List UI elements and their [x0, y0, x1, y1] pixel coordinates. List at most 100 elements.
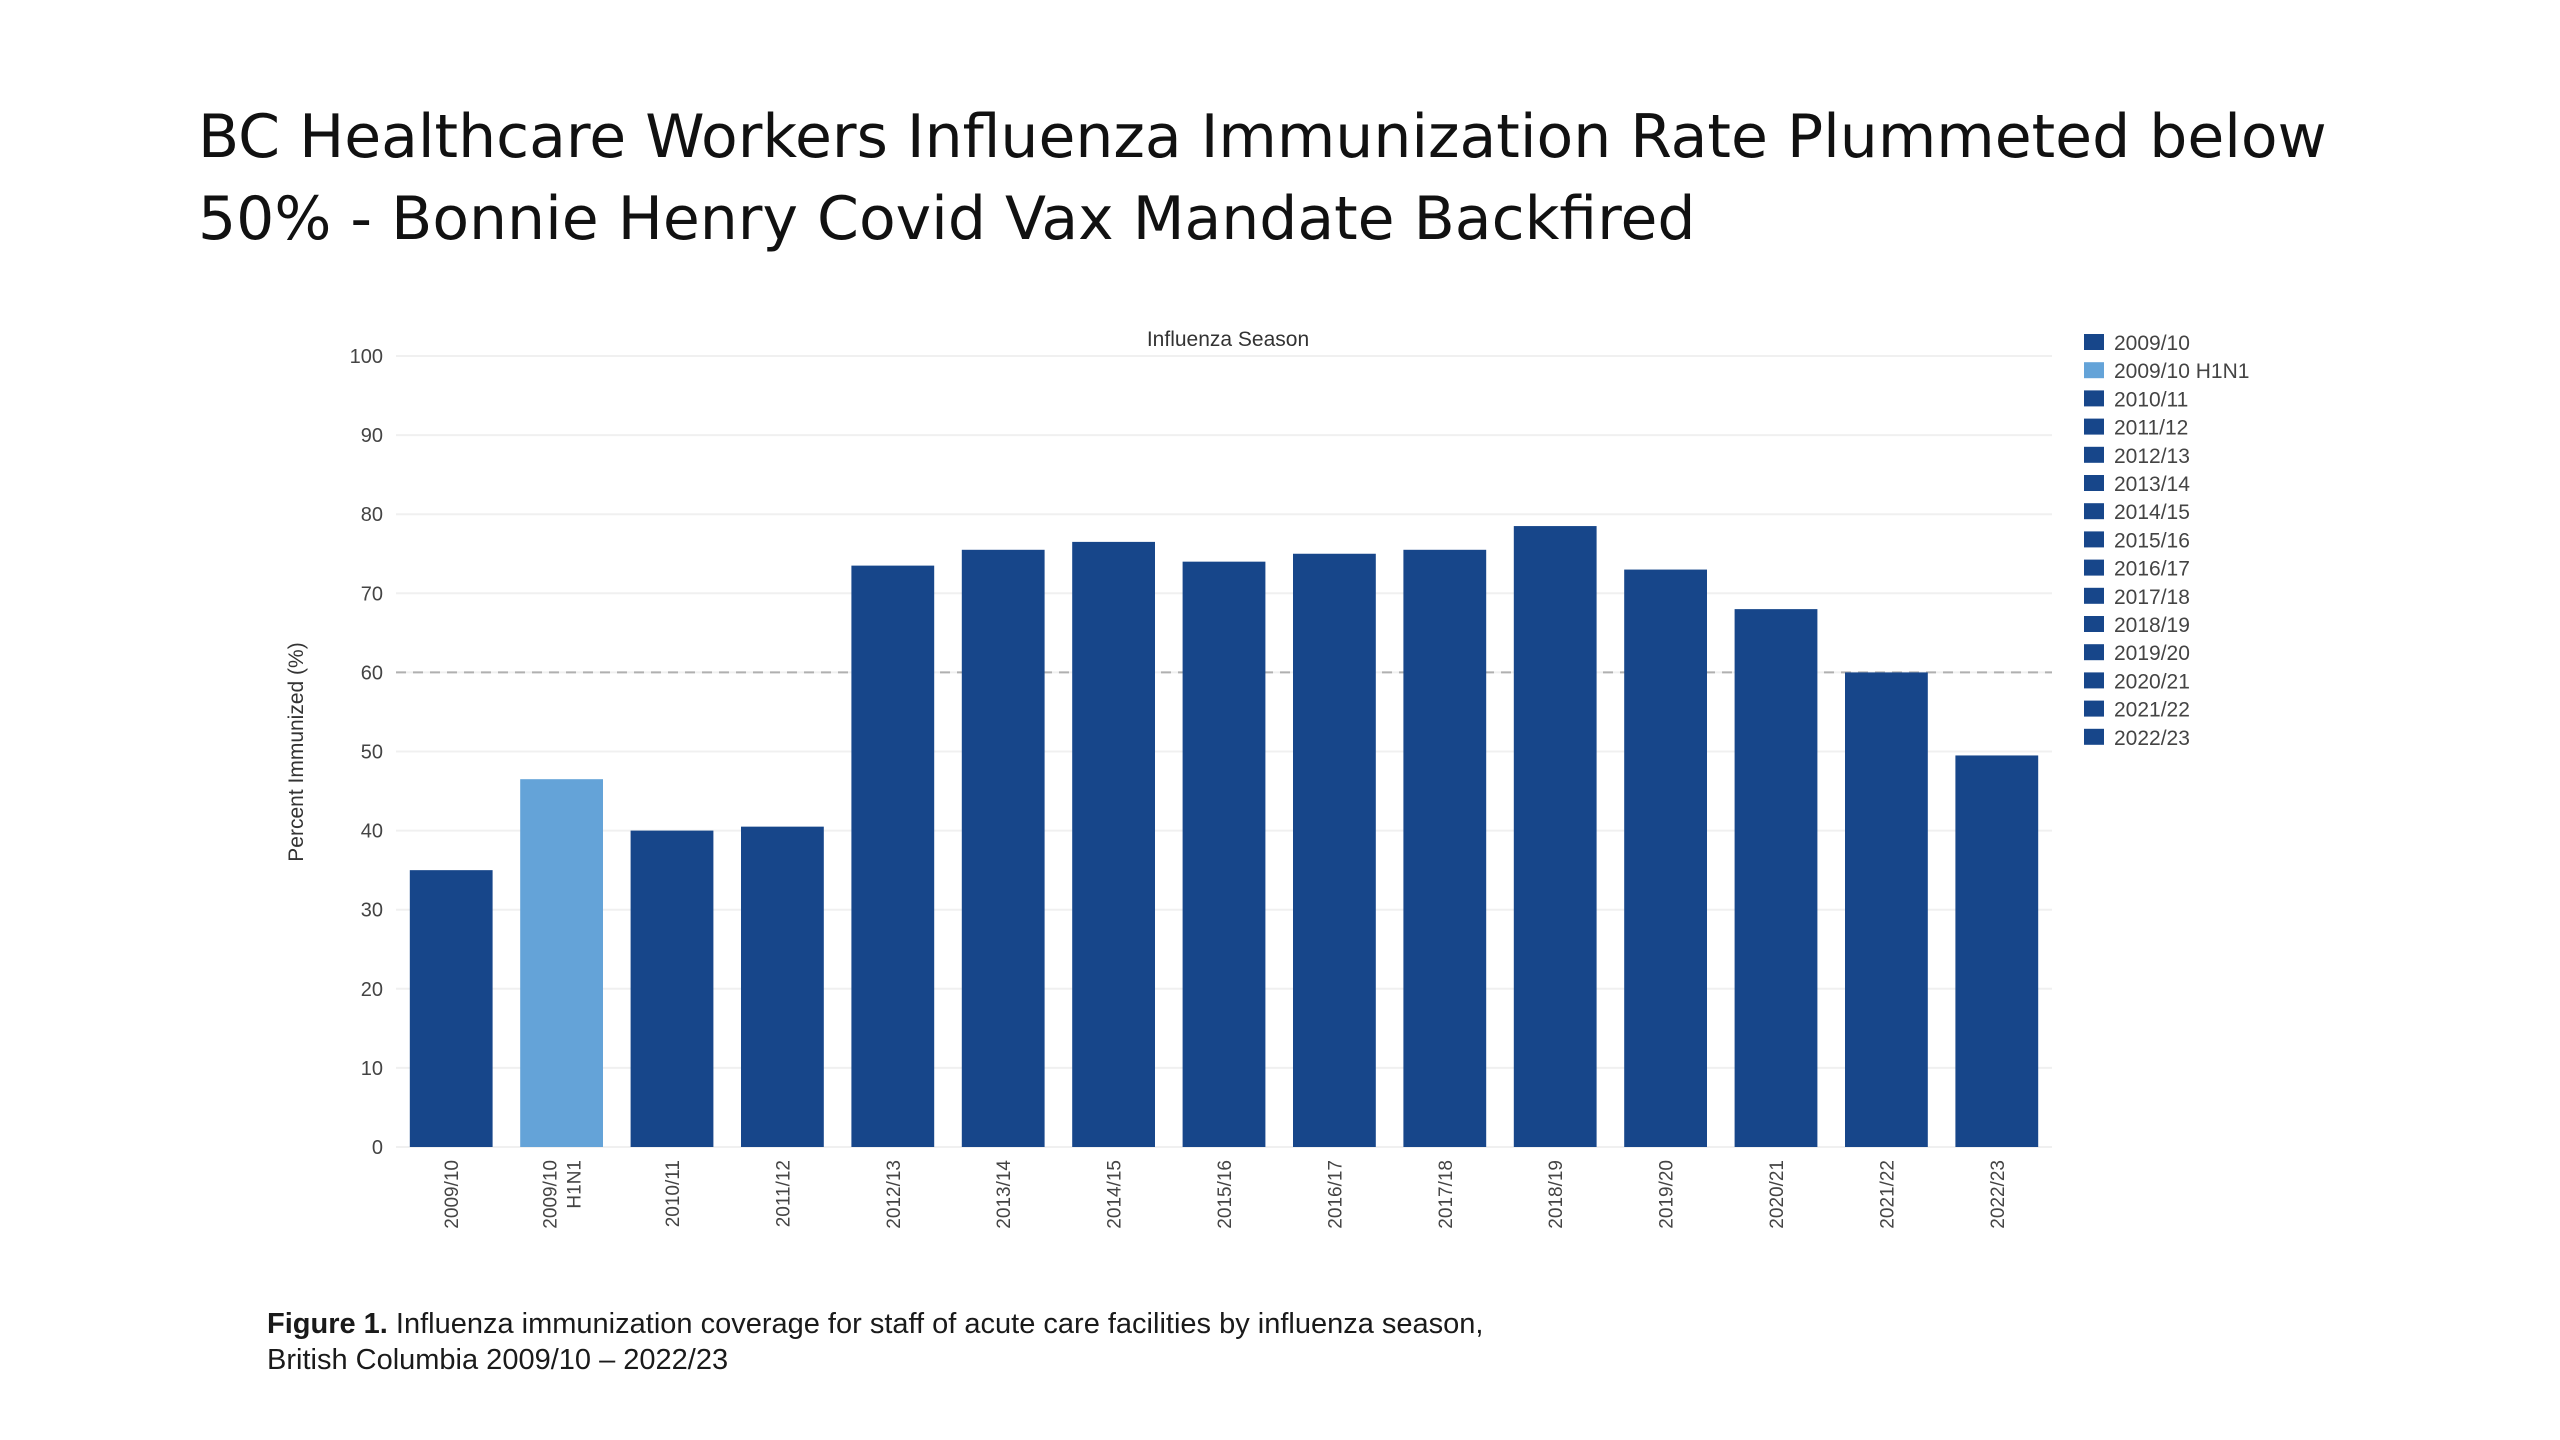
legend-label: 2019/20: [2114, 642, 2190, 665]
legend-label: 2011/12: [2114, 417, 2188, 440]
legend-swatch: [2084, 559, 2104, 576]
svg-text:2019/20: 2019/20: [1657, 1160, 1678, 1229]
legend-item: 2017/18: [2084, 586, 2190, 609]
svg-text:2010/11: 2010/11: [663, 1160, 684, 1227]
legend-item: 2016/17: [2084, 558, 2190, 581]
svg-text:2016/17: 2016/17: [1325, 1160, 1346, 1229]
bar-2011-12: [741, 826, 824, 1147]
y-tick-label: 70: [361, 583, 383, 605]
legend-label: 2016/17: [2114, 558, 2190, 581]
x-tick-label: 2014/15: [1105, 1160, 1126, 1229]
legend-item: 2011/12: [2084, 417, 2188, 440]
x-axis-ticks: 2009/10 2009/10 H1N1 2010/11 2011/12 2012/13 2…: [442, 1160, 2009, 1229]
svg-text:2013/14: 2013/14: [994, 1160, 1015, 1229]
legend-swatch: [2084, 390, 2104, 407]
legend-swatch: [2084, 531, 2104, 548]
slide-title-line-2: 50% - Bonnie Henry Covid Vax Mandate Bac…: [198, 184, 1696, 254]
y-axis-title: Percent Immunized (%): [285, 642, 308, 861]
y-tick-label: 10: [361, 1058, 383, 1080]
y-axis-ticks: 0 10 20 30 40 50 60 70 80 90 100: [350, 346, 383, 1159]
y-tick-label: 30: [361, 900, 383, 922]
legend-swatch: [2084, 616, 2104, 632]
legend-item: 2012/13: [2084, 445, 2190, 468]
chart-title: Influenza Season: [1147, 328, 1309, 351]
bar-2018-19: [1513, 526, 1597, 1147]
x-tick-label: 2009/10 H1N1: [541, 1160, 586, 1229]
legend-swatch: [2084, 446, 2104, 463]
legend-swatch: [2084, 475, 2104, 491]
svg-text:2021/22: 2021/22: [1877, 1160, 1898, 1229]
legend-item: 2021/22: [2084, 699, 2190, 722]
x-tick-label: 2012/13: [884, 1160, 905, 1229]
svg-text:2011/12: 2011/12: [773, 1160, 794, 1227]
x-tick-label: 2017/18: [1436, 1160, 1457, 1229]
svg-text:2014/15: 2014/15: [1105, 1160, 1126, 1229]
legend-swatch: [2084, 587, 2104, 604]
chart-bars: [409, 526, 2039, 1147]
legend-swatch: [2084, 418, 2104, 435]
bar-2022-23: [1955, 755, 2039, 1147]
legend-item: 2009/10: [2084, 332, 2190, 355]
x-tick-label: 2019/20: [1657, 1160, 1678, 1229]
legend-swatch: [2084, 672, 2104, 689]
legend-swatch: [2084, 728, 2104, 745]
x-tick-label: 2018/19: [1546, 1160, 1567, 1229]
bar-2020-21: [1734, 609, 1818, 1147]
svg-text:2015/16: 2015/16: [1215, 1160, 1236, 1229]
legend-label: 2009/10 H1N1: [2114, 360, 2249, 383]
svg-text:2022/23: 2022/23: [1988, 1160, 2009, 1229]
y-tick-label: 20: [361, 979, 383, 1001]
svg-text:2017/18: 2017/18: [1436, 1160, 1457, 1229]
y-tick-label: 50: [361, 742, 383, 764]
legend-label: 2013/14: [2114, 473, 2190, 496]
legend-label: 2009/10: [2114, 332, 2190, 355]
x-tick-label: 2013/14: [994, 1160, 1015, 1229]
legend-swatch: [2084, 362, 2104, 379]
x-tick-label: 2009/10: [442, 1160, 463, 1229]
bar-2013-14: [961, 549, 1045, 1147]
legend-label: 2014/15: [2114, 501, 2190, 524]
bar-2019-20: [1624, 569, 1707, 1147]
caption-line-2: British Columbia 2009/10 – 2022/23: [267, 1344, 729, 1376]
legend-swatch: [2084, 503, 2104, 520]
legend-item: 2010/11: [2084, 388, 2188, 411]
x-tick-label: 2015/16: [1215, 1160, 1236, 1229]
legend-item: 2013/14: [2084, 473, 2190, 496]
x-tick-label: 2011/12: [773, 1160, 794, 1227]
legend-swatch: [2084, 644, 2104, 661]
x-tick-label: 2020/21: [1767, 1160, 1788, 1229]
chart-legend: 2009/10 2009/10 H1N1 2010/11 2011/12 2012/13…: [2084, 332, 2249, 750]
x-tick-label: 2016/17: [1325, 1160, 1346, 1229]
bar-2009-10: [409, 870, 493, 1147]
svg-text:2020/21: 2020/21: [1767, 1160, 1788, 1229]
bar-2016-17: [1293, 553, 1376, 1147]
caption-text-1: Influenza immunization coverage for staf…: [387, 1308, 1484, 1340]
legend-label: 2012/13: [2114, 445, 2190, 468]
x-tick-label: 2010/11: [663, 1160, 684, 1227]
caption-line-1: Figure 1. Influenza immunization coverag…: [267, 1306, 2167, 1342]
legend-item: 2020/21: [2084, 670, 2190, 693]
legend-item: 2009/10 H1N1: [2084, 360, 2249, 383]
legend-label: 2015/16: [2114, 529, 2190, 552]
y-tick-label: 0: [372, 1137, 383, 1159]
legend-label: 2018/19: [2114, 614, 2190, 637]
legend-item: 2015/16: [2084, 529, 2190, 552]
legend-swatch: [2084, 334, 2104, 350]
x-tick-label: 2022/23: [1988, 1160, 2009, 1229]
legend-label: 2017/18: [2114, 586, 2190, 609]
legend-label: 2022/23: [2114, 727, 2190, 750]
legend-item: 2019/20: [2084, 642, 2190, 665]
legend-label: 2020/21: [2114, 670, 2190, 693]
x-tick-label: 2021/22: [1877, 1160, 1898, 1229]
legend-label: 2010/11: [2114, 388, 2188, 411]
legend-swatch: [2084, 700, 2104, 717]
bar-2015-16: [1182, 561, 1266, 1147]
y-tick-label: 100: [350, 346, 383, 368]
y-tick-label: 40: [361, 821, 383, 843]
bar-2014-15: [1072, 541, 1155, 1147]
bar-2012-13: [851, 565, 935, 1147]
svg-text:2018/19: 2018/19: [1546, 1160, 1567, 1229]
bar-2021-22: [1845, 672, 1928, 1147]
